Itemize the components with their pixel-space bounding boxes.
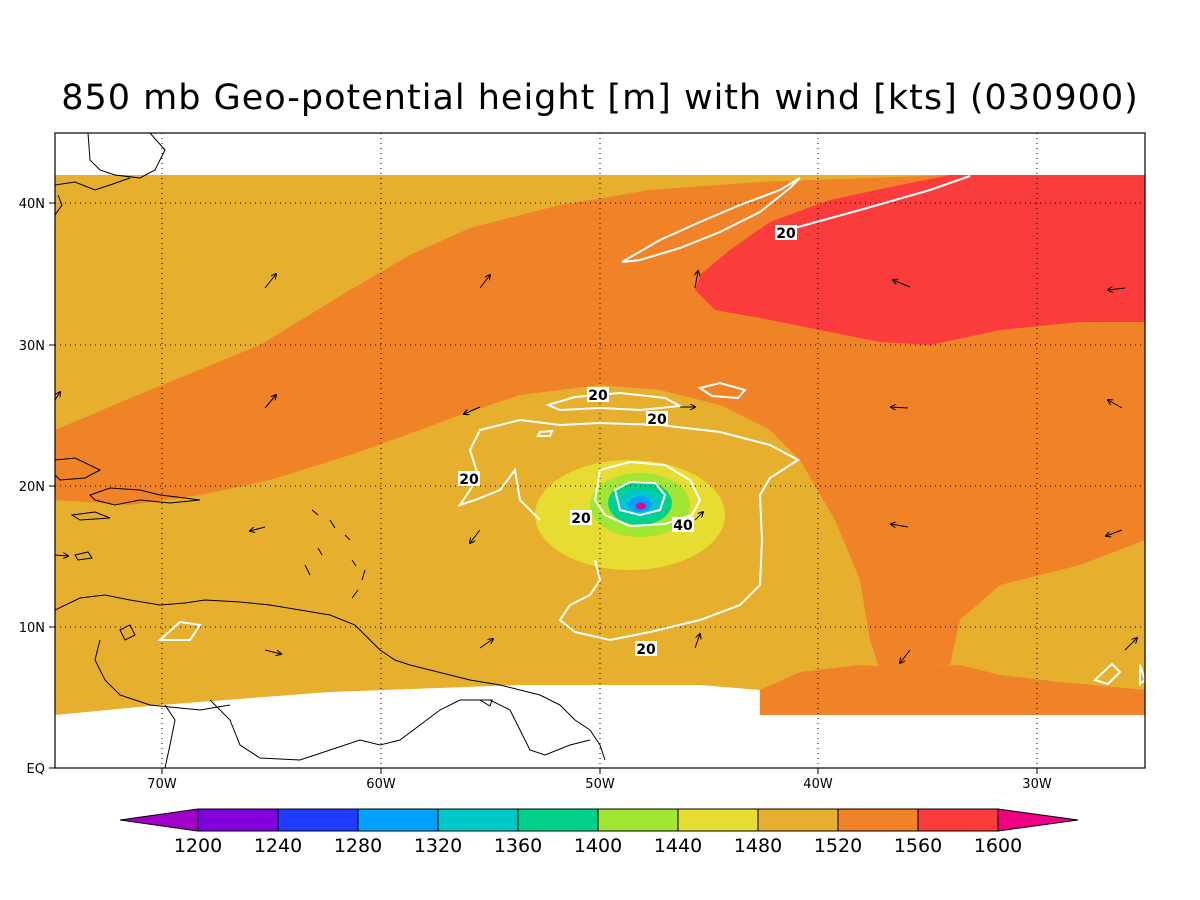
coastlines [55,133,606,768]
wind-contour-40 [613,480,667,517]
lat-label: EQ [27,762,45,777]
lon-label: 40W [803,777,833,792]
map-title: 850 mb Geo-potential height [m] with win… [61,78,1139,118]
colorbar-swatch [517,808,599,832]
colorbar-tick-label: 1280 [334,835,382,857]
lat-label: 20N [19,480,45,495]
colorbar-swatch [757,808,839,832]
contour-label: 20 [459,472,479,488]
colorbar-tick-label: 1520 [814,835,862,857]
wind-contour-20-northeast [779,175,971,233]
colorbar-swatch [357,808,439,832]
colorbar-swatch [917,808,999,832]
colorbar-swatch [837,808,919,832]
contour-label-group: 20 20 20 20 20 20 40 [458,225,797,658]
graticule [55,133,1145,768]
lon-label: 30W [1022,777,1052,792]
wind-contour-20-caribbean [157,620,202,641]
colorbar-tick-label: 1360 [494,835,542,857]
contour-label: 40 [673,518,693,534]
wind-contour-20-inner [457,419,541,521]
contour-label: 20 [776,226,796,242]
wind-contour-20-outer [519,419,800,642]
colorbar-tick-label: 1240 [254,835,302,857]
colorbar-tick-label: 1320 [414,835,462,857]
lat-label: 10N [19,621,45,636]
colorbar-tick-label: 1440 [654,835,702,857]
colorbar-tick-label: 1600 [974,835,1022,857]
cyclone-center [636,502,646,510]
colorbar-swatch [277,808,359,832]
contour-label: 20 [636,642,656,658]
lon-label: 60W [366,777,396,792]
wind-contour-20-west [536,429,554,437]
colorbar-swatch [197,808,279,832]
wind-contour-20-north [621,177,801,263]
lon-label: 70W [147,777,177,792]
height-band-1560-south [760,665,1145,715]
height-band-1600 [695,175,1145,345]
wind-contour-20-southeast [1093,662,1145,687]
wind-contour-20-patch [697,381,747,400]
wind-vectors [54,271,1137,663]
colorbar-tick-label: 1200 [174,835,222,857]
colorbar-swatch [597,808,679,832]
colorbar-tick-label: 1480 [734,835,782,857]
wind-contour-20-core [593,460,702,528]
colorbar-swatch [437,808,519,832]
colorbar-tick-label: 1400 [574,835,622,857]
axis-ticks [49,202,1038,774]
colorbar-arrow-high [997,808,1079,832]
contour-label: 20 [588,388,608,404]
lat-label: 30N [19,339,45,354]
colorbar-swatch [677,808,759,832]
colorbar-tick-label: 1560 [894,835,942,857]
colorbar-arrow-low [119,808,199,832]
lon-label: 50W [585,777,615,792]
missing-data-south [55,685,1145,768]
colorbar: 1200 1240 1280 1320 1360 1400 1440 1480 1520 1560… [119,808,1079,857]
lat-label: 40N [19,197,45,212]
contour-label: 20 [571,511,591,527]
contour-label: 20 [647,412,667,428]
